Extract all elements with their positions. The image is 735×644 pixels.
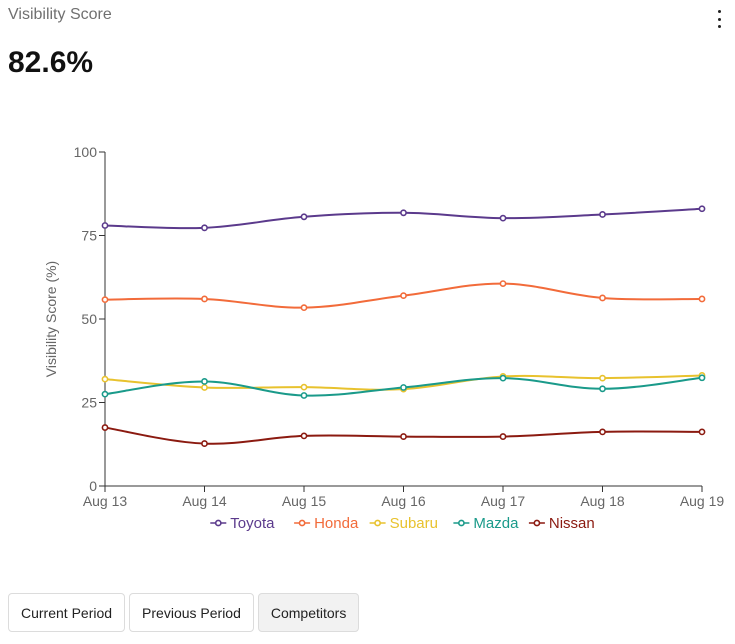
legend-item-mazda[interactable]: Mazda <box>453 515 519 532</box>
data-point-nissan <box>599 428 606 436</box>
legend-item-honda[interactable]: Honda <box>294 515 359 532</box>
legend-swatch-marker <box>298 519 306 527</box>
y-tick-label: 75 <box>81 228 97 244</box>
x-tick-label: Aug 15 <box>282 493 327 509</box>
data-point-nissan <box>300 432 308 440</box>
data-point-toyota <box>400 209 407 217</box>
x-tick-label: Aug 19 <box>680 493 725 509</box>
legend-label: Honda <box>314 515 359 532</box>
visibility-line-chart: 0 25 50 75 100 Aug 13 Aug 14 Aug 15 Aug 16 Aug 17… <box>43 144 724 532</box>
data-point-mazda <box>300 392 308 399</box>
data-point-nissan <box>499 433 507 440</box>
chart-legend[interactable]: Toyota Honda Subaru Mazda Nissan <box>210 515 595 532</box>
data-point-toyota <box>101 222 109 229</box>
legend-swatch-marker <box>457 519 465 527</box>
data-point-mazda <box>599 385 606 393</box>
x-tick-label: Aug 18 <box>580 493 625 509</box>
data-point-honda <box>499 280 507 287</box>
legend-item-toyota[interactable]: Toyota <box>210 515 275 532</box>
x-tick-label: Aug 16 <box>381 493 426 509</box>
legend-label: Nissan <box>549 515 595 532</box>
y-axis-label: Visibility Score (%) <box>43 261 59 377</box>
data-point-toyota <box>300 213 308 221</box>
x-tick-label: Aug 13 <box>83 493 128 509</box>
tab-current-period[interactable]: Current Period <box>8 593 126 632</box>
more-options-icon[interactable] <box>712 10 726 28</box>
data-point-nissan <box>698 428 706 436</box>
x-tick-label: Aug 14 <box>182 493 227 509</box>
data-point-toyota <box>698 205 706 213</box>
data-point-mazda <box>400 384 407 391</box>
data-point-subaru <box>300 383 308 391</box>
x-tick-label: Aug 17 <box>481 493 526 509</box>
tab-competitors[interactable]: Competitors <box>257 593 360 632</box>
data-point-toyota <box>499 214 507 222</box>
data-point-subaru <box>101 375 109 383</box>
data-point-honda <box>599 294 606 302</box>
card-title: Visibility Score <box>8 6 112 23</box>
data-point-honda <box>400 292 407 300</box>
data-point-honda <box>201 295 208 303</box>
legend-label: Toyota <box>230 515 275 532</box>
data-point-nissan <box>101 424 109 431</box>
legend-item-subaru[interactable]: Subaru <box>369 515 438 532</box>
legend-swatch-marker <box>374 519 381 527</box>
data-point-honda <box>300 304 308 312</box>
y-tick-label: 100 <box>74 144 98 160</box>
legend-item-nissan[interactable]: Nissan <box>528 515 595 532</box>
y-tick-label: 50 <box>81 311 97 327</box>
visibility-score-value: 82.6% <box>8 46 94 79</box>
data-point-nissan <box>201 440 208 447</box>
data-point-toyota <box>201 224 208 232</box>
data-point-mazda <box>201 378 208 385</box>
period-tabs: Current Period Previous Period Competito… <box>8 593 360 632</box>
legend-label: Mazda <box>473 515 519 532</box>
chart-axes: 0 25 50 75 100 Aug 13 Aug 14 Aug 15 Aug 16 Aug 17… <box>43 144 724 509</box>
data-point-honda <box>101 296 109 304</box>
legend-label: Subaru <box>390 515 438 532</box>
data-point-subaru <box>201 384 208 391</box>
chart-series-points <box>101 205 706 447</box>
tab-previous-period[interactable]: Previous Period <box>129 593 254 632</box>
data-point-mazda <box>698 374 706 382</box>
data-point-mazda <box>101 390 109 398</box>
data-point-toyota <box>599 211 606 218</box>
data-point-honda <box>698 295 706 303</box>
y-tick-label: 25 <box>81 395 97 411</box>
legend-swatch-marker <box>214 519 222 527</box>
legend-swatch-marker <box>533 519 541 527</box>
data-point-nissan <box>400 433 407 440</box>
data-point-mazda <box>499 374 507 382</box>
y-tick-label: 0 <box>89 478 97 494</box>
chart-series-lines <box>104 207 703 445</box>
data-point-subaru <box>599 374 606 382</box>
